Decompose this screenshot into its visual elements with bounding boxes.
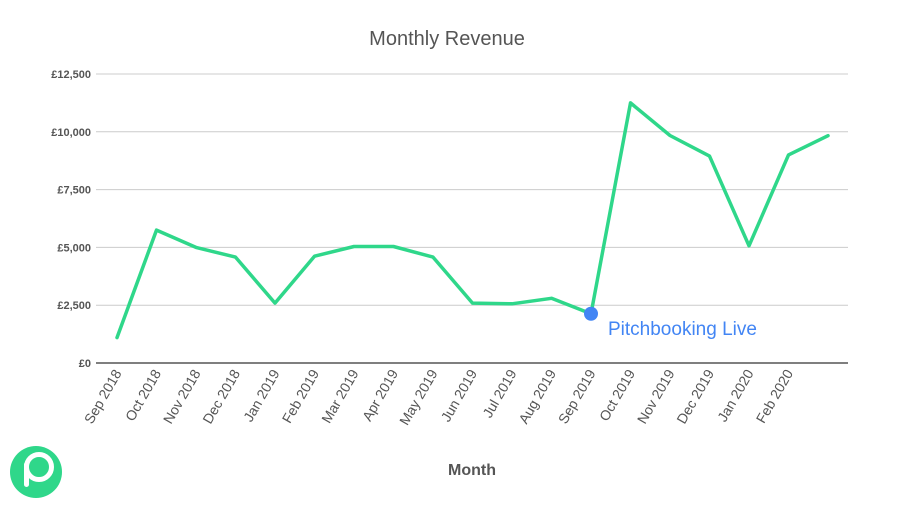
x-tick-label: Jan 2019 — [240, 366, 283, 424]
x-tick-label: Oct 2018 — [122, 366, 164, 423]
series-line-revenue — [115, 101, 830, 340]
data-point — [666, 131, 674, 139]
y-axis-ticks: £0 £2,500 £5,000 £7,500 £10,000 £12,500 — [51, 69, 91, 370]
y-tick-label: £0 — [79, 358, 91, 370]
data-point — [192, 243, 200, 251]
y-tick-label: £10,000 — [51, 127, 91, 139]
x-tick-label: Nov 2018 — [160, 366, 204, 426]
x-tick-label: Nov 2019 — [634, 366, 678, 426]
x-tick-label: Jan 2020 — [714, 366, 757, 424]
x-tick-label: Feb 2019 — [279, 366, 323, 425]
x-tick-label: Feb 2020 — [753, 366, 797, 425]
data-point — [271, 299, 279, 307]
series-layer — [113, 99, 832, 342]
data-point — [745, 242, 753, 250]
x-tick-label: Jun 2019 — [437, 366, 480, 424]
data-point — [429, 253, 437, 261]
data-point — [627, 99, 635, 107]
x-tick-label: Sep 2019 — [555, 366, 599, 426]
annotation-label: Pitchbooking Live — [608, 319, 757, 340]
y-tick-label: £5,000 — [57, 242, 91, 254]
data-point — [390, 242, 398, 250]
pitchbooking-logo — [10, 446, 62, 498]
x-tick-label: Oct 2019 — [596, 366, 638, 423]
data-point — [824, 132, 832, 140]
data-point — [706, 152, 714, 160]
gridlines — [96, 73, 848, 306]
x-tick-label: Sep 2018 — [81, 366, 125, 426]
annotation-marker — [584, 306, 598, 321]
data-point — [785, 151, 793, 159]
data-point — [113, 334, 121, 342]
x-tick-label: Dec 2018 — [199, 366, 243, 426]
y-tick-label: £2,500 — [57, 300, 91, 312]
x-tick-label: Apr 2019 — [359, 366, 401, 423]
annotation-layer: Pitchbooking Live — [584, 306, 757, 340]
x-tick-label: Jul 2019 — [479, 366, 519, 420]
data-point — [469, 299, 477, 307]
y-tick-label: £7,500 — [57, 185, 91, 197]
chart-title: Monthly Revenue — [369, 28, 525, 50]
x-tick-label: Dec 2019 — [673, 366, 717, 426]
data-point — [153, 226, 161, 234]
x-axis-label: Month — [448, 462, 496, 479]
logo-stem — [24, 462, 29, 487]
x-tick-label: Aug 2019 — [515, 366, 559, 426]
x-tick-label: Mar 2019 — [318, 366, 362, 425]
data-point — [508, 300, 516, 308]
x-tick-label: May 2019 — [396, 366, 441, 427]
data-point — [350, 242, 358, 250]
y-tick-label: £12,500 — [51, 69, 91, 81]
data-point — [232, 253, 240, 261]
data-point — [548, 294, 556, 302]
data-point — [311, 252, 319, 260]
